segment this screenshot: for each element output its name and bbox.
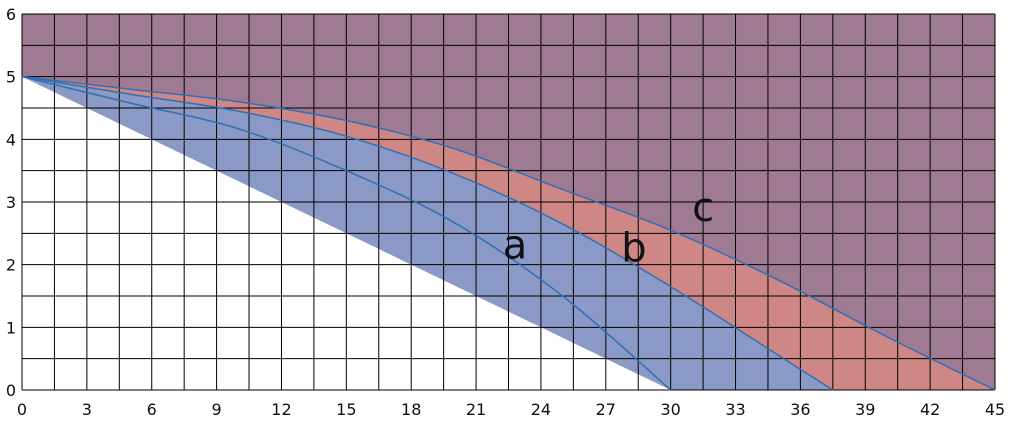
x-tick-label: 18 [401, 400, 421, 419]
curve-b-line [21, 75, 834, 391]
x-tick-label: 12 [271, 400, 291, 419]
x-tick-label: 3 [82, 400, 92, 419]
curve-label-a: a [503, 222, 528, 268]
curve-a-line [21, 75, 672, 391]
x-tick-label: 36 [790, 400, 810, 419]
y-tick-label: 5 [6, 68, 16, 87]
x-tick-label: 15 [336, 400, 356, 419]
chart-curves [21, 75, 996, 391]
x-tick-label: 9 [212, 400, 222, 419]
curve-label-b: b [621, 226, 646, 272]
x-tick-label: 24 [531, 400, 551, 419]
y-tick-label: 4 [6, 130, 16, 149]
x-tick-label: 0 [17, 400, 27, 419]
y-tick-label: 3 [6, 193, 16, 212]
y-tick-label: 2 [6, 256, 16, 275]
x-tick-label: 21 [466, 400, 486, 419]
curve-label-c: c [692, 185, 714, 231]
x-tick-label: 30 [660, 400, 680, 419]
x-tick-label: 45 [985, 400, 1005, 419]
y-tick-label: 0 [6, 381, 16, 400]
x-tick-label: 39 [855, 400, 875, 419]
y-tick-label: 1 [6, 318, 16, 337]
x-tick-label: 6 [147, 400, 157, 419]
chart-grid [21, 13, 996, 391]
curve-c-line [21, 75, 996, 391]
x-tick-label: 33 [725, 400, 745, 419]
x-tick-label: 27 [596, 400, 616, 419]
y-tick-label: 6 [6, 5, 16, 24]
x-tick-label: 42 [920, 400, 940, 419]
chart-curve-labels: a bc [503, 185, 714, 272]
